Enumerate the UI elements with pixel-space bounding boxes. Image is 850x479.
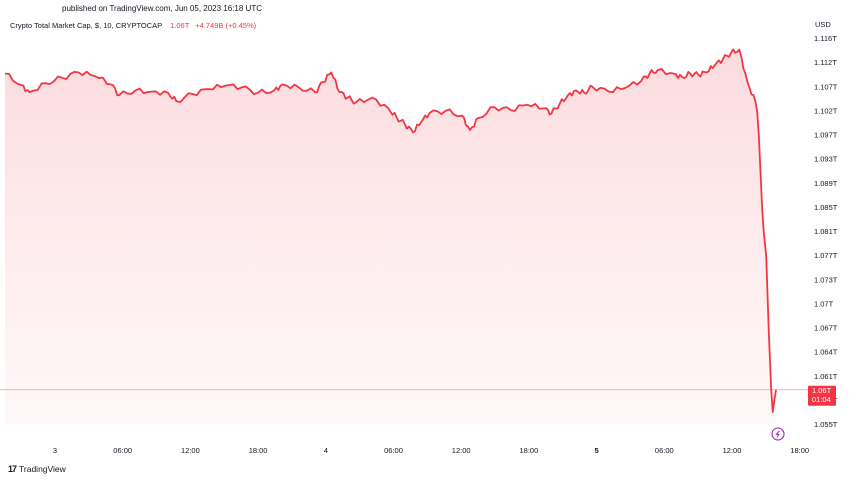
- x-tick-label: 12:00: [723, 446, 742, 455]
- y-tick-label: 1.116T: [814, 34, 837, 43]
- x-tick-label: 18:00: [249, 446, 268, 455]
- y-tick-label: 1.061T: [814, 372, 838, 381]
- y-tick-label: 1.081T: [814, 227, 838, 236]
- x-tick-label: 5: [595, 446, 599, 455]
- y-tick-label: 1.07T: [814, 299, 834, 308]
- x-axis[interactable]: 3 06:00 12:00 18:00 4 06:00 12:00 18:00 5 06:00 12…: [53, 446, 809, 455]
- y-tick-label: 1.097T: [814, 131, 838, 140]
- y-tick-label: 1.089T: [814, 179, 838, 188]
- y-tick-label: 1.077T: [814, 251, 838, 260]
- y-tick-label: 1.064T: [814, 348, 838, 357]
- tradingview-logo-icon: 17: [8, 464, 17, 474]
- x-tick-label: 12:00: [181, 446, 200, 455]
- change-value: +4.749B (+0.45%): [195, 21, 257, 30]
- x-tick-label: 3: [53, 446, 57, 455]
- area-fill: [5, 49, 776, 424]
- x-tick-label: 18:00: [520, 446, 539, 455]
- y-tick-label: 1.112T: [814, 58, 837, 67]
- symbol-title[interactable]: Crypto Total Market Cap, $, 10, CRYPTOCA…: [10, 21, 163, 30]
- tradingview-footer[interactable]: 17 TradingView: [8, 464, 66, 474]
- y-tick-label: 1.073T: [814, 275, 838, 284]
- published-note: published on TradingView.com, Jun 05, 20…: [62, 4, 262, 13]
- x-tick-label: 12:00: [452, 446, 471, 455]
- y-tick-label: 1.093T: [814, 155, 838, 164]
- y-axis[interactable]: 1.116T 1.112T 1.107T 1.102T 1.097T 1.093T 1.08…: [814, 34, 838, 429]
- x-tick-label: 18:00: [790, 446, 809, 455]
- x-tick-label: 06:00: [655, 446, 674, 455]
- y-tick-label: 1.085T: [814, 203, 838, 212]
- svg-text:01:04: 01:04: [812, 395, 831, 404]
- x-tick-label: 06:00: [113, 446, 132, 455]
- y-tick-label: 1.067T: [814, 324, 838, 333]
- x-tick-label: 06:00: [384, 446, 403, 455]
- y-tick-label: 1.102T: [814, 106, 838, 115]
- currency-label[interactable]: USD: [815, 20, 831, 29]
- symbol-legend: Crypto Total Market Cap, $, 10, CRYPTOCA…: [10, 21, 256, 30]
- last-value: 1.06T: [170, 21, 190, 30]
- price-line[interactable]: [4, 48, 777, 413]
- y-tick-label: 1.107T: [814, 82, 838, 91]
- brand-name: TradingView: [19, 464, 66, 474]
- y-tick-label: 1.055T: [814, 420, 838, 429]
- svg-text:1.06T: 1.06T: [812, 386, 832, 395]
- lightning-icon[interactable]: [771, 427, 785, 441]
- x-tick-label: 4: [324, 446, 328, 455]
- price-tag: 1.06T 01:04: [808, 385, 836, 406]
